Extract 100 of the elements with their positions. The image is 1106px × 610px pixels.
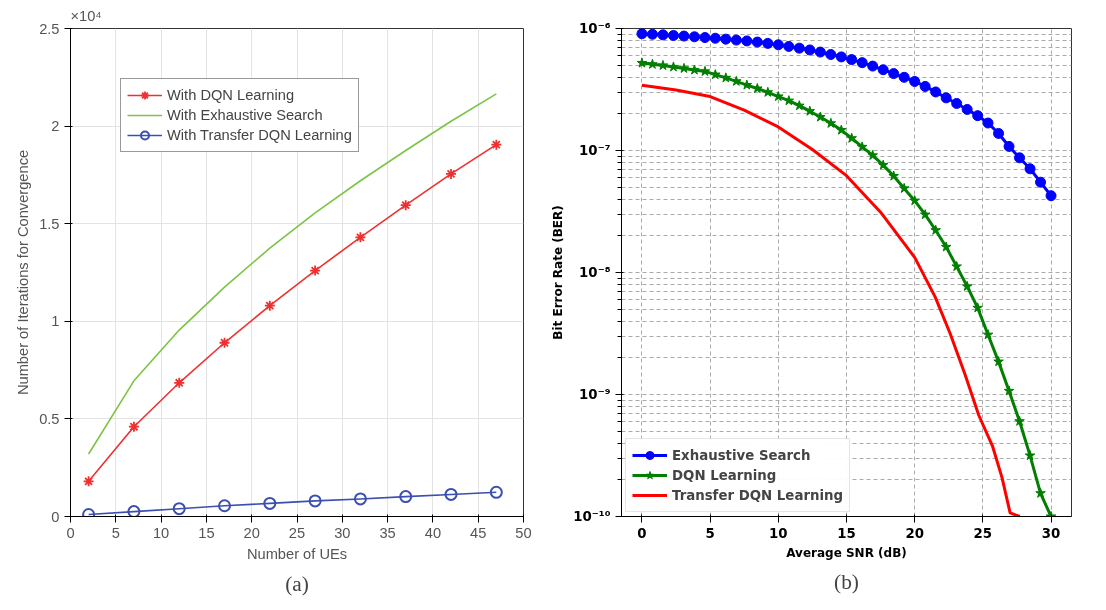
y-tick-label: 0 xyxy=(51,508,60,525)
y-axis-title: Bit Error Rate (BER) xyxy=(551,205,566,340)
point xyxy=(1003,385,1015,396)
point xyxy=(309,264,322,277)
point xyxy=(856,141,868,152)
legend-label: With Transfer DQN Learning xyxy=(167,127,352,143)
point xyxy=(263,299,276,312)
point xyxy=(353,492,367,506)
x-axis-title: Average SNR (dB) xyxy=(786,545,907,560)
point xyxy=(751,36,763,48)
point xyxy=(930,224,941,235)
point xyxy=(867,60,879,72)
point xyxy=(1024,450,1036,461)
y-tick-label: 2.5 xyxy=(39,20,60,37)
point xyxy=(836,124,847,135)
point xyxy=(399,490,413,504)
text: ×10⁴ xyxy=(70,7,102,24)
point xyxy=(825,49,837,61)
x-tick-label: 10 xyxy=(769,525,788,541)
point xyxy=(731,75,742,86)
point xyxy=(678,30,690,42)
x-tick-label: 0 xyxy=(637,525,647,541)
point xyxy=(856,57,868,69)
point xyxy=(825,117,837,128)
point xyxy=(877,64,889,76)
point xyxy=(804,44,816,56)
y-tick-label: 1 xyxy=(51,313,60,330)
point xyxy=(263,496,277,510)
point xyxy=(444,487,458,501)
point xyxy=(489,485,503,499)
point xyxy=(636,57,648,68)
point xyxy=(794,100,805,111)
legend-label: Transfer DQN Learning xyxy=(672,487,844,503)
point xyxy=(982,117,994,129)
point xyxy=(846,54,858,66)
point xyxy=(835,51,847,63)
point xyxy=(730,34,742,46)
x-axis-title: Number of UEs xyxy=(246,545,348,562)
point xyxy=(128,420,140,433)
x-tick-label: 45 xyxy=(470,524,487,541)
x-tick-label: 20 xyxy=(905,525,924,541)
point xyxy=(445,168,457,180)
legend-label: With DQN Learning xyxy=(167,87,295,103)
legend-label: With Exhaustive Search xyxy=(167,107,323,123)
point xyxy=(1035,487,1046,498)
point xyxy=(877,159,889,170)
y-tick-label: 2 xyxy=(51,118,60,135)
point xyxy=(709,32,721,44)
point xyxy=(783,40,795,52)
y-tick-label: 10⁻⁷ xyxy=(579,143,611,158)
point xyxy=(689,64,700,75)
point xyxy=(793,42,805,54)
point xyxy=(354,231,367,244)
point xyxy=(940,92,952,104)
y-axis-title: Number of Iterations for Convergence xyxy=(15,149,32,396)
point xyxy=(668,61,679,72)
x-tick-label: 25 xyxy=(973,525,993,541)
point xyxy=(1024,163,1036,175)
point xyxy=(951,261,962,272)
point xyxy=(804,105,816,116)
point xyxy=(909,75,921,87)
legend-label: DQN Learning xyxy=(672,467,777,483)
y-tick-label: 1.5 xyxy=(39,215,60,232)
point xyxy=(993,356,1004,367)
text: (a) xyxy=(285,571,309,596)
point xyxy=(772,39,784,51)
point xyxy=(636,28,648,40)
x-tick-label: 15 xyxy=(198,524,215,541)
x-tick-label: 20 xyxy=(243,524,260,541)
point xyxy=(699,65,711,76)
point xyxy=(741,35,753,47)
point xyxy=(720,33,732,45)
point xyxy=(218,499,232,513)
point xyxy=(646,28,658,40)
y-tick-label: 10⁻⁶ xyxy=(579,21,611,36)
point xyxy=(752,83,763,94)
point xyxy=(972,302,983,313)
point xyxy=(172,502,186,516)
x-tick-label: 35 xyxy=(379,524,396,541)
point xyxy=(218,336,231,349)
x-tick-label: 40 xyxy=(424,524,442,541)
x-tick-label: 30 xyxy=(1041,525,1061,541)
x-tick-label: 30 xyxy=(334,524,351,541)
point xyxy=(888,68,900,80)
x-tick-label: 50 xyxy=(515,524,532,541)
point xyxy=(762,37,774,49)
point xyxy=(490,138,503,151)
point xyxy=(173,376,186,389)
x-tick-label: 5 xyxy=(111,524,120,541)
point xyxy=(993,127,1005,139)
y-tick-label: 10⁻⁹ xyxy=(579,387,611,402)
point xyxy=(1045,190,1057,202)
point xyxy=(678,62,690,73)
point xyxy=(815,111,826,122)
y-tick-label: 0.5 xyxy=(39,410,60,427)
point xyxy=(846,132,857,143)
point xyxy=(982,329,994,340)
x-tick-label: 10 xyxy=(152,524,170,541)
point xyxy=(688,31,700,43)
point xyxy=(951,97,963,109)
